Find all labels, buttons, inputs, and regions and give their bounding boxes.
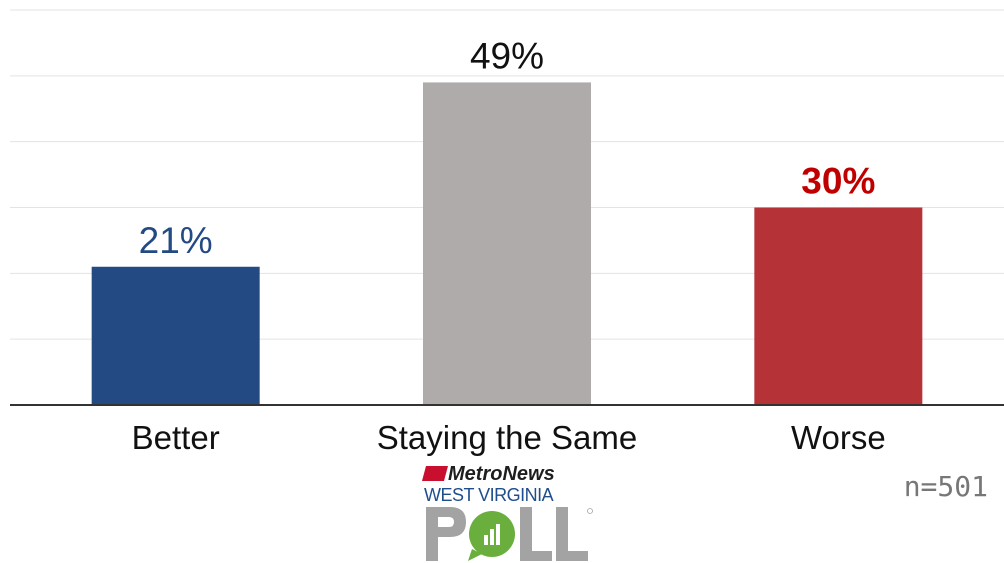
data-label: 30% [801,161,875,202]
metronews-poll-logo: MetroNews WEST VIRGINIA [421,463,594,563]
metronews-mark-icon [421,466,449,481]
logo-state-text: WEST VIRGINIA [424,485,554,505]
bar [423,82,591,406]
category-labels: Better Staying the Same Worse [132,419,886,456]
data-labels: 21% 49% 30% [139,35,876,260]
sample-size-note: n=501 [903,470,988,503]
bar [91,266,260,405]
bar [754,207,923,405]
category-label: Worse [791,419,886,456]
data-label: 21% [139,220,213,261]
logo-brand-text: MetroNews [448,463,555,485]
category-label: Staying the Same [377,419,638,456]
bars [91,82,923,406]
category-label: Better [132,419,220,456]
logo-brand: MetroNews [421,463,594,485]
data-label: 49% [470,35,544,76]
poll-wordmark-icon [426,507,593,561]
